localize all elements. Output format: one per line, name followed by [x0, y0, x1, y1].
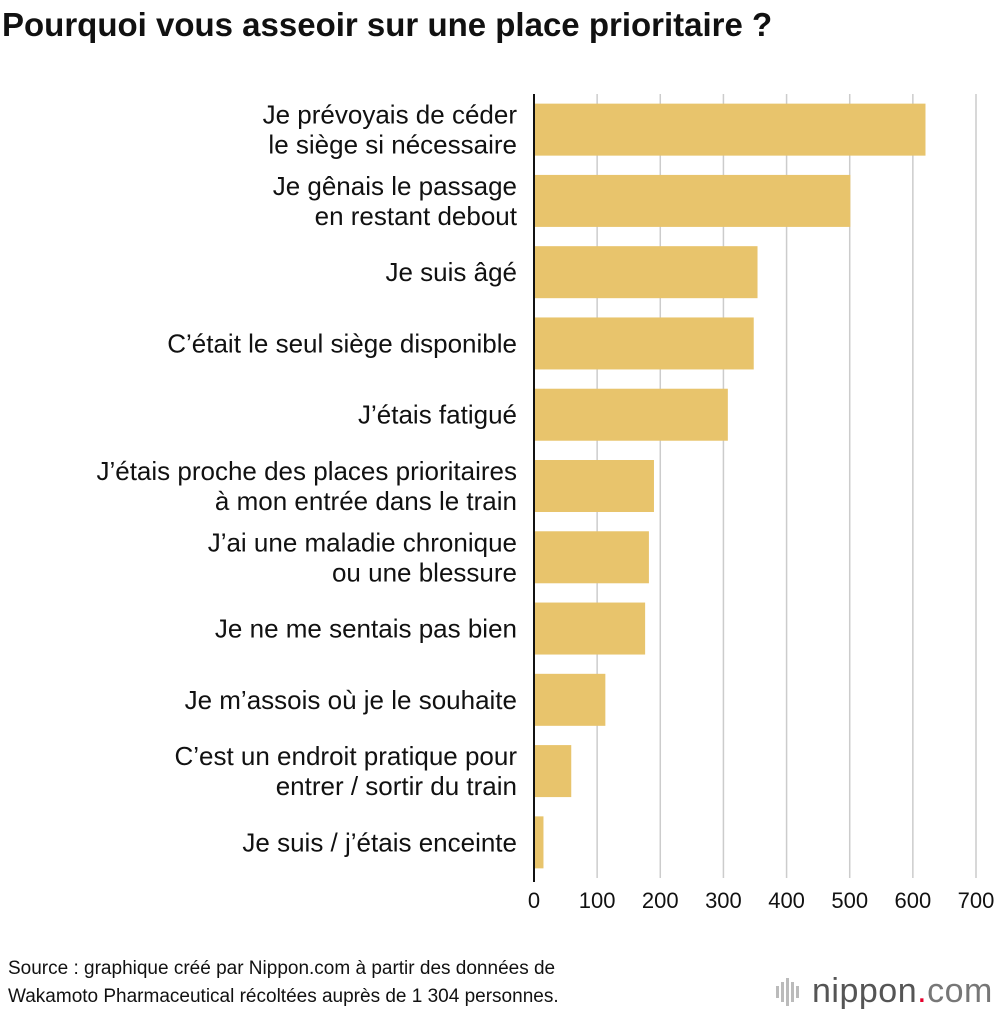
category-label-1-0: Je gênais le passage [273, 171, 517, 201]
category-label-0-0: Je prévoyais de céder [263, 100, 518, 130]
category-label-5-1: à mon entrée dans le train [215, 486, 517, 516]
bar-10 [534, 816, 544, 869]
logo-dot: . [917, 972, 928, 1010]
category-label-1-1: en restant debout [315, 201, 518, 231]
category-label-3-0: C’était le seul siège disponible [167, 328, 517, 358]
bar-3 [534, 317, 754, 370]
source-line-1: Source : graphique créé par Nippon.com à… [8, 958, 556, 979]
x-tick-label-500: 500 [831, 888, 868, 913]
source-note: Source : graphique créé par Nippon.com à… [8, 955, 559, 1011]
category-label-9-1: entrer / sortir du train [276, 771, 517, 801]
bar-4 [534, 388, 728, 441]
logo-name: nippon [812, 972, 918, 1010]
bar-5 [534, 460, 654, 512]
nippon-logo-icon [776, 977, 799, 1006]
nippon-logo-text: nippon.com [812, 972, 993, 1011]
bar-8 [534, 673, 606, 726]
category-label-0-1: le siège si nécessaire [268, 130, 517, 160]
category-label-6-0: J’ai une maladie chronique [208, 527, 517, 557]
x-tick-label-600: 600 [894, 888, 931, 913]
category-label-9-0: C’est un endroit pratique pour [174, 741, 517, 771]
x-tick-label-700: 700 [958, 888, 995, 913]
logo-tld: com [927, 972, 993, 1010]
category-label-6-1: ou une blessure [332, 557, 517, 587]
category-label-8-0: Je m’assois où je le souhaite [185, 685, 517, 715]
x-tick-label-400: 400 [768, 888, 805, 913]
nippon-logo: nippon.com [776, 972, 993, 1011]
x-tick-label-100: 100 [579, 888, 616, 913]
bar-7 [534, 602, 646, 655]
category-label-4-0: J’étais fatigué [358, 400, 517, 430]
bar-6 [534, 531, 649, 584]
bar-2 [534, 246, 758, 299]
category-label-2-0: Je suis âgé [385, 257, 517, 287]
bar-0 [534, 103, 926, 156]
x-tick-label-300: 300 [705, 888, 742, 913]
bar-1 [534, 174, 851, 227]
category-label-7-0: Je ne me sentais pas bien [215, 614, 517, 644]
category-label-5-0: J’étais proche des places prioritaires [96, 456, 517, 486]
bar-9 [534, 745, 572, 798]
x-tick-label-0: 0 [528, 888, 540, 913]
category-label-10-0: Je suis / j’étais enceinte [242, 827, 517, 857]
source-line-2: Wakamoto Pharmaceutical récoltées auprès… [8, 986, 559, 1007]
chart-title: Pourquoi vous asseoir sur une place prio… [2, 6, 773, 43]
x-tick-label-200: 200 [642, 888, 679, 913]
